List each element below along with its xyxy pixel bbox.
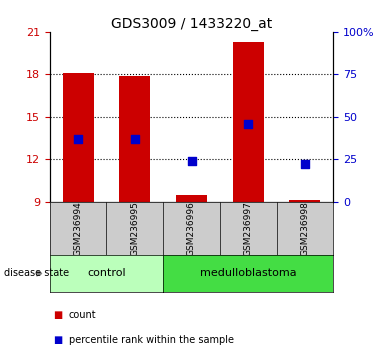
Bar [289, 200, 321, 202]
Text: percentile rank within the sample: percentile rank within the sample [69, 335, 234, 345]
Point [245, 121, 251, 127]
Text: ■: ■ [54, 335, 63, 345]
Text: count: count [69, 310, 97, 320]
Text: GSM236994: GSM236994 [74, 201, 83, 256]
Point [75, 137, 81, 142]
Text: disease state: disease state [4, 268, 69, 279]
Bar [176, 195, 207, 202]
Text: GSM236997: GSM236997 [244, 201, 253, 256]
Bar [62, 73, 94, 202]
Text: GSM236995: GSM236995 [130, 201, 139, 256]
Bar [232, 42, 264, 202]
Title: GDS3009 / 1433220_at: GDS3009 / 1433220_at [111, 17, 272, 31]
Bar [119, 76, 151, 202]
Text: medulloblastoma: medulloblastoma [200, 268, 296, 279]
Point [188, 158, 195, 164]
Text: GSM236996: GSM236996 [187, 201, 196, 256]
Point [302, 161, 308, 166]
Text: ■: ■ [54, 310, 63, 320]
Text: GSM236998: GSM236998 [300, 201, 309, 256]
Point [132, 137, 138, 142]
Text: control: control [87, 268, 126, 279]
